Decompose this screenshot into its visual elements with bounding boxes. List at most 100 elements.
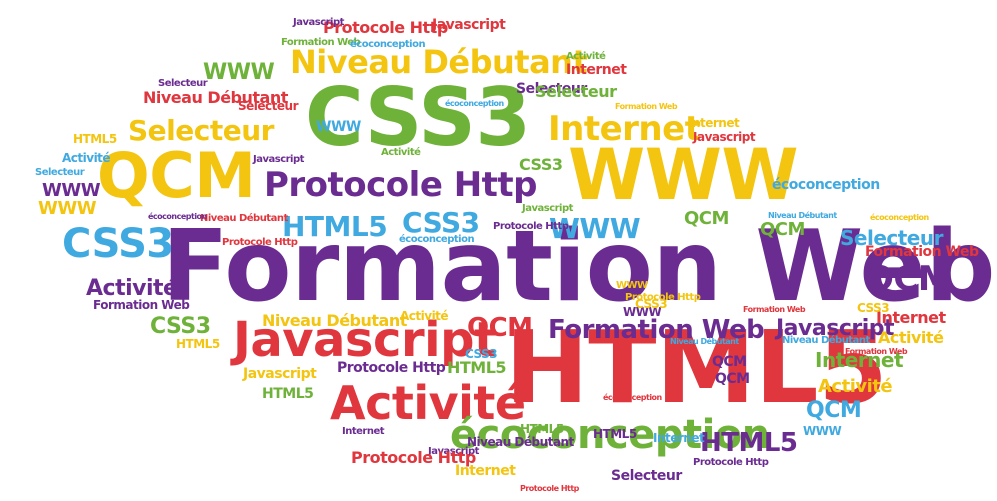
word-javascript: Javascript [776,316,895,341]
word-formation-web: Formation Web [93,298,190,312]
word-javascript: Javascript [243,366,317,382]
word-niveau-debutant: Niveau Débutant [768,211,837,220]
word-protocole-http: Protocole Http [323,18,448,37]
word-selecteur: Selecteur [840,226,943,250]
word-www: WWW [549,212,641,245]
word-internet: Internet [653,431,705,445]
word-internet: Internet [688,116,740,130]
word-javascript: Javascript [428,446,479,457]
word-qcm: QCM [97,139,256,212]
word-formation-web: Formation Web [865,244,979,260]
word-selecteur: Selecteur [35,167,85,178]
word-html5: HTML5 [593,427,637,441]
word-internet: Internet [876,308,946,327]
word-internet: Internet [455,463,516,479]
word-www: WWW [42,180,101,201]
word-javascript: Javascript [693,130,756,144]
word-html5: HTML5 [73,132,117,146]
word-activite: Activité [400,309,449,323]
word-html5: HTML5 [447,358,507,377]
word-www: WWW [38,198,97,219]
word-qcm: QCM [865,259,952,299]
word-protocole-http: Protocole Http [337,360,446,376]
word-niveau-debutant: Niveau Débutant [670,337,739,346]
word-ecoconception: écoconception [445,99,504,108]
word-html5: HTML5 [520,422,564,436]
word-selecteur: Selecteur [516,81,587,97]
word-javascript: Javascript [522,203,573,214]
word-www: WWW [803,424,842,438]
word-css3: CSS3 [635,297,668,311]
word-css3: CSS3 [402,206,480,239]
word-niveau-debutant: Niveau Débutant [467,435,574,449]
word-qcm: QCM [760,219,805,240]
word-css3: CSS3 [465,347,498,361]
word-internet: Internet [815,348,904,372]
word-activite: Activité [818,376,893,397]
word-html5: HTML5 [282,210,388,243]
word-html5: HTML5 [700,428,798,458]
word-css3: CSS3 [305,71,531,164]
word-ecoconception: écoconception [772,177,880,193]
word-protocole-http: Protocole Http [351,448,476,467]
word-qcm: QCM [467,313,533,343]
word-www: WWW [616,280,648,291]
word-internet: Internet [566,62,627,78]
word-www: WWW [316,119,361,135]
word-qcm: QCM [806,398,862,423]
word-internet: Internet [342,426,385,437]
word-html5: HTML5 [176,337,220,351]
word-selecteur: Selecteur [238,99,298,113]
word-javascript: Javascript [233,312,497,368]
word-qcm: QCM [712,354,747,370]
word-ecoconception: écoconception [399,234,475,245]
word-ecoconception: écoconception [870,213,929,222]
word-activite: Activité [86,276,178,301]
word-selecteur: Selecteur [611,468,682,484]
word-selecteur: Selecteur [158,78,208,89]
word-qcm: QCM [715,371,750,387]
word-ecoconception: écoconception [603,393,662,402]
word-formation-web: Formation Web [615,102,678,111]
word-ecoconception: écoconception [148,212,207,221]
word-activite: Activité [566,51,606,62]
word-javascript: Javascript [432,17,506,33]
word-activite: Activité [330,376,526,430]
word-activite: Activité [381,147,421,158]
word-ecoconception: écoconception [450,412,770,458]
word-niveau-debutant: Niveau Débutant [290,43,588,81]
word-niveau-debutant: Niveau Débutant [782,335,870,346]
word-css3: CSS3 [519,155,563,174]
word-protocole-http: Protocole Http [264,165,538,205]
word-protocole-http: Protocole Http [520,484,579,493]
word-niveau-debutant: Niveau Débutant [143,88,288,107]
word-protocole-http: Protocole Http [222,237,298,248]
word-javascript: Javascript [293,17,344,28]
word-selecteur: Selecteur [128,114,274,147]
word-niveau-debutant: Niveau Débutant [262,311,407,330]
word-ecoconception: écoconception [350,39,426,50]
word-html5: HTML5 [505,309,888,426]
word-activite: Activité [62,151,111,165]
word-qcm: QCM [684,208,729,229]
word-niveau-debutant: Niveau Débutant [200,213,288,224]
word-selecteur: Selecteur [535,82,617,101]
word-protocole-http: Protocole Http [493,221,569,232]
word-formation-web: Formation Web [845,347,908,356]
word-formation-web: Formation Web [281,37,361,48]
word-css3: CSS3 [150,314,211,339]
word-protocole-http: Protocole Http [693,457,769,468]
word-css3: CSS3 [62,221,174,267]
word-www: WWW [623,305,662,319]
word-formation-web: Formation Web [548,315,765,345]
word-internet: Internet [548,109,701,149]
word-javascript: Javascript [253,154,304,165]
word-www: WWW [203,60,275,85]
word-protocole-http: Protocole Http [625,292,701,303]
word-formation-web: Formation Web [161,210,996,324]
word-css3: CSS3 [857,301,890,315]
word-html5: HTML5 [262,386,314,402]
word-formation-web: Formation Web [743,305,806,314]
word-www: WWW [568,134,799,216]
